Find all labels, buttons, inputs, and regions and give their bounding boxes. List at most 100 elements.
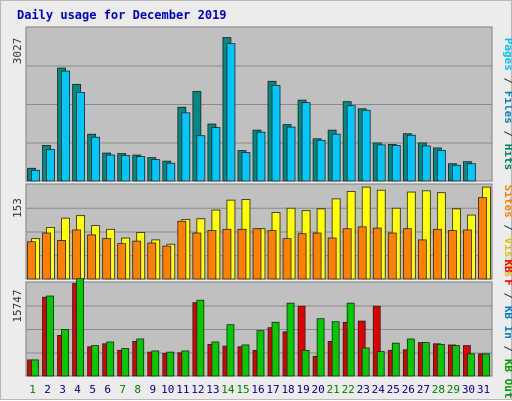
bar-kb-out <box>301 349 310 377</box>
x-tick-label: 24 <box>372 383 386 396</box>
legend-top: Pages / Files / Hits <box>502 38 512 171</box>
bar-sites <box>57 240 66 280</box>
x-tick-label: 29 <box>447 383 460 396</box>
y-max-label-hits-files-pages: 3027 <box>11 38 24 65</box>
bar-sites <box>72 229 81 280</box>
bar-sites <box>417 239 427 280</box>
bar-kb-out <box>256 330 265 377</box>
legend-middle-part: / <box>502 218 512 238</box>
bar-sites <box>297 233 307 280</box>
bar-files <box>256 131 266 182</box>
bar-files <box>196 135 206 182</box>
legend-bottom-part: / <box>502 286 512 306</box>
x-tick-label: 10 <box>161 383 174 396</box>
bar-files <box>271 84 281 182</box>
bar-sites <box>177 220 187 280</box>
bar-kb-out <box>286 302 295 377</box>
bar-sites <box>448 230 457 280</box>
bar-files <box>46 149 55 182</box>
x-tick-label: 4 <box>74 383 81 396</box>
bar-sites <box>387 232 397 280</box>
legend-middle-part: Sites <box>502 185 512 218</box>
bar-kb-out <box>181 350 190 377</box>
bar-kb-out <box>121 348 130 377</box>
bar-files <box>91 136 101 182</box>
bar-sites <box>237 228 247 280</box>
bar-kb-out <box>61 329 69 377</box>
bar-files <box>452 164 461 182</box>
chart-title: Daily usage for December 2019 <box>17 8 227 22</box>
x-tick-label: 28 <box>432 383 445 396</box>
bar-kb-f <box>297 305 306 377</box>
bar-kb-out <box>316 318 325 377</box>
bar-files <box>136 156 146 182</box>
x-tick-label: 18 <box>281 383 294 396</box>
legend-bottom-part: / <box>502 339 512 359</box>
x-tick-label: 23 <box>357 383 370 396</box>
y-max-label-visits-sites: 153 <box>11 198 24 218</box>
bar-files <box>31 169 40 182</box>
bar-sites <box>192 232 202 280</box>
x-tick-label: 16 <box>251 383 264 396</box>
y-max-label-kb: 15747 <box>11 289 24 322</box>
legend-top-part: / <box>502 71 512 91</box>
x-tick-label: 2 <box>44 383 51 396</box>
bar-sites <box>102 238 112 280</box>
legend-bottom-part: KB In <box>502 306 512 339</box>
x-tick-label: 13 <box>206 383 219 396</box>
bar-sites <box>162 245 172 280</box>
legend-bottom-part: KB Out <box>502 359 512 399</box>
bar-kb-out <box>196 299 205 377</box>
bar-files <box>121 155 131 182</box>
legend-top-part: Files <box>502 91 512 124</box>
bar-kb-out <box>166 351 175 377</box>
x-tick-label: 5 <box>89 383 96 396</box>
x-tick-label: 14 <box>221 383 235 396</box>
bar-kb-out <box>136 338 145 377</box>
legend-top-part: Hits <box>502 144 512 171</box>
bar-kb-out <box>226 324 235 377</box>
bar-kb-out <box>421 342 430 377</box>
bar-kb-out <box>241 344 250 377</box>
bar-sites <box>147 242 157 280</box>
bar-sites <box>42 232 51 280</box>
bar-files <box>391 144 401 182</box>
bar-kb-out <box>151 350 160 377</box>
bar-files <box>376 144 386 182</box>
x-tick-label: 15 <box>236 383 249 396</box>
x-tick-label: 19 <box>296 383 309 396</box>
bar-files <box>436 150 446 182</box>
bar-files <box>151 159 161 182</box>
x-tick-label: 31 <box>477 383 490 396</box>
bar-kb-out <box>331 321 340 377</box>
bar-sites <box>372 227 382 280</box>
bar-sites <box>357 226 367 280</box>
bar-files <box>241 152 251 182</box>
bar-kb-out <box>211 341 220 377</box>
bar-kb-out <box>271 321 280 377</box>
bar-kb-out <box>452 345 460 377</box>
legend-top-part: / <box>502 124 512 144</box>
x-tick-label: 27 <box>417 383 430 396</box>
bar-kb-out <box>361 347 370 377</box>
bar-files <box>166 162 176 182</box>
bar-sites <box>117 243 127 280</box>
bar-files <box>421 145 431 182</box>
bar-files <box>331 133 341 182</box>
x-tick-label: 20 <box>312 383 325 396</box>
x-tick-label: 1 <box>29 383 36 396</box>
bar-kb-out <box>46 295 54 377</box>
bar-sites <box>252 228 262 280</box>
bar-files <box>211 127 221 182</box>
x-tick-label: 11 <box>176 383 189 396</box>
x-tick-label: 3 <box>59 383 66 396</box>
bar-sites <box>282 238 292 280</box>
bar-sites <box>27 241 36 280</box>
bar-sites <box>222 228 232 280</box>
bar-sites <box>478 197 487 280</box>
bar-sites <box>207 230 217 280</box>
x-tick-label: 25 <box>387 383 400 396</box>
x-tick-label: 12 <box>191 383 204 396</box>
bar-sites <box>432 228 442 280</box>
